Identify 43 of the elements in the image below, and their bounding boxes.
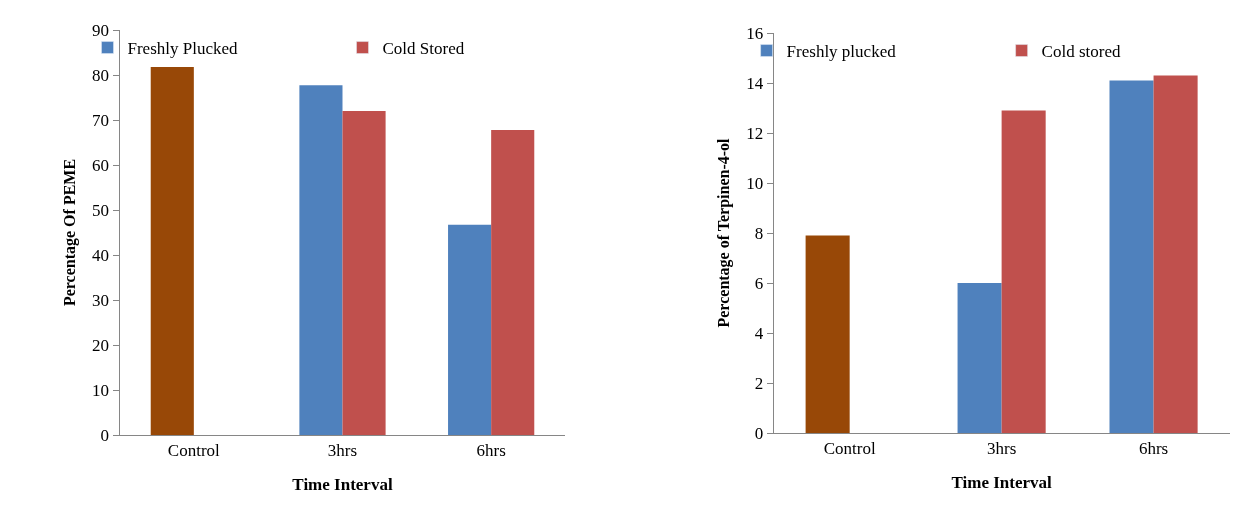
x-axis-title: Time Interval (292, 474, 393, 494)
y-tick-label: 14 (746, 73, 764, 93)
bar (1001, 110, 1046, 433)
bar (805, 235, 850, 433)
x-axis-title: Time Interval (951, 472, 1053, 492)
x-tick-label: 6hrs (476, 441, 506, 461)
y-tick-label: 40 (92, 245, 110, 265)
x-tick-label: 3hrs (327, 441, 358, 461)
y-tick-label: 6 (754, 273, 764, 293)
bar (448, 224, 492, 435)
y-axis-title: Percentage Of PEME (61, 158, 79, 307)
bar (491, 129, 535, 435)
legend-label: Freshly plucked (786, 42, 897, 62)
bar (342, 111, 386, 435)
y-tick-label: 2 (754, 373, 764, 393)
legend-label: Freshly Plucked (127, 39, 239, 59)
y-tick-label: 60 (92, 155, 110, 175)
y-axis-title: Percentage of Terpinen-4-ol (715, 137, 734, 328)
bar (1109, 80, 1154, 433)
y-tick-label: 0 (754, 423, 764, 443)
y-tick-label: 80 (92, 65, 110, 85)
legend-label: Cold Stored (382, 39, 465, 59)
bar (299, 85, 343, 435)
y-tick-label: 90 (92, 20, 110, 40)
x-tick-label: Control (167, 441, 221, 461)
bar (150, 66, 194, 435)
y-tick-label: 16 (746, 23, 764, 43)
y-tick-label: 10 (92, 380, 110, 400)
x-tick-label: 6hrs (1138, 439, 1169, 459)
y-tick-label: 50 (92, 200, 110, 220)
y-tick-label: 4 (754, 323, 764, 343)
x-tick-label: 3hrs (986, 439, 1017, 459)
y-tick-label: 20 (92, 335, 110, 355)
bar (1153, 75, 1198, 433)
y-tick-label: 8 (754, 223, 764, 243)
legend-label: Cold stored (1041, 42, 1121, 62)
bar (957, 283, 1002, 433)
x-tick-label: Control (823, 439, 876, 459)
y-tick-label: 10 (746, 173, 764, 193)
y-tick-label: 70 (92, 110, 110, 130)
y-tick-label: 0 (100, 425, 110, 445)
y-tick-label: 30 (92, 290, 110, 310)
y-tick-label: 12 (746, 123, 764, 143)
